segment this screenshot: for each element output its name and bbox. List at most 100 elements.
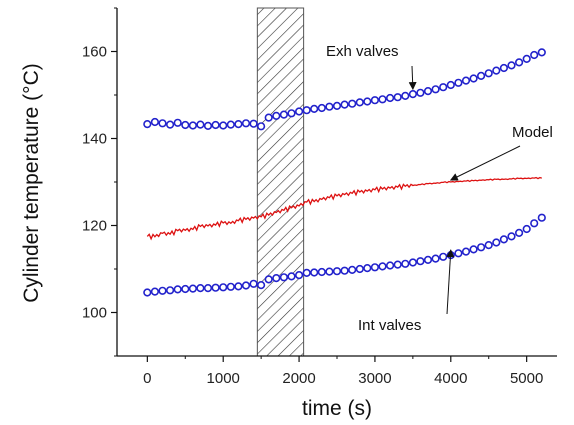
x-tick-label: 4000: [434, 370, 467, 387]
exh-valves-point: [311, 106, 318, 113]
exh-valves-point: [531, 52, 538, 59]
exh-valves-point: [265, 114, 272, 121]
exh-valves-point: [493, 67, 500, 74]
int-valves-point: [265, 276, 272, 283]
exh-valves-point: [296, 108, 303, 115]
series-exh-valves: [144, 49, 545, 130]
exh-valves-point: [417, 90, 424, 97]
x-tick-label: 2000: [282, 370, 315, 387]
exh-valves-point: [357, 99, 364, 106]
int-valves-point: [478, 244, 485, 251]
int-valves-point: [144, 289, 151, 296]
int-valves-point: [212, 284, 219, 291]
exh-valves-point: [478, 73, 485, 80]
exh-valves-point: [485, 70, 492, 77]
int-valves-point: [182, 286, 189, 293]
exh-valves-point: [470, 75, 477, 82]
exh-valves-point: [387, 95, 394, 102]
exh-valves-point: [448, 82, 455, 89]
annotation-arrow-exh-valves: [412, 66, 413, 89]
annotation-int-valves: Int valves: [358, 317, 421, 334]
int-valves-point: [470, 246, 477, 253]
exh-valves-point: [190, 122, 197, 129]
exh-valves-point: [281, 111, 288, 118]
exh-valves-point: [235, 121, 242, 128]
int-valves-point: [303, 270, 310, 277]
int-valves-point: [152, 288, 159, 295]
exh-valves-point: [508, 62, 515, 69]
exh-valves-point: [228, 121, 235, 128]
y-tick-label: 160: [82, 44, 107, 61]
exh-valves-point: [303, 107, 310, 114]
x-tick-label: 5000: [510, 370, 543, 387]
int-valves-point: [281, 274, 288, 281]
exh-valves-point: [523, 56, 530, 63]
int-valves-point: [501, 236, 508, 243]
annotation-exh-valves: Exh valves: [326, 43, 399, 60]
exh-valves-point: [220, 122, 227, 129]
plot-series: [144, 49, 545, 296]
int-valves-point: [493, 239, 500, 246]
int-valves-point: [167, 287, 174, 294]
annotation-model: Model: [512, 124, 553, 141]
exh-valves-point: [341, 101, 348, 108]
int-valves-point: [311, 269, 318, 276]
int-valves-point: [379, 263, 386, 270]
int-valves-point: [220, 284, 227, 291]
exh-valves-point: [144, 121, 151, 128]
int-valves-point: [190, 285, 197, 292]
exh-valves-point: [326, 103, 333, 110]
int-valves-point: [334, 268, 341, 275]
annotation-arrow-int-valves: [447, 250, 451, 314]
int-valves-point: [508, 233, 515, 240]
y-axis-title: Cylinder temperature (°C): [20, 63, 43, 302]
int-valves-point: [296, 272, 303, 279]
int-valves-point: [159, 288, 166, 295]
int-valves-point: [394, 261, 401, 268]
exh-valves-point: [349, 100, 356, 107]
int-valves-point: [523, 226, 530, 233]
int-valves-point: [455, 250, 462, 257]
int-valves-point: [372, 264, 379, 271]
int-valves-point: [228, 284, 235, 291]
shaded-region: [257, 8, 303, 356]
exh-valves-point: [243, 120, 250, 127]
series-model: [147, 178, 542, 239]
exh-valves-point: [159, 120, 166, 127]
int-valves-point: [531, 220, 538, 227]
int-valves-point: [197, 285, 204, 292]
exh-valves-point: [402, 93, 409, 100]
exh-valves-point: [394, 94, 401, 101]
y-tick-label: 100: [82, 305, 107, 322]
exh-valves-point: [410, 91, 417, 98]
int-valves-point: [349, 267, 356, 274]
exh-valves-point: [182, 122, 189, 129]
exh-valves-point: [455, 80, 462, 87]
int-valves-point: [250, 281, 257, 288]
int-valves-point: [326, 268, 333, 275]
exh-valves-point: [364, 98, 371, 105]
int-valves-point: [425, 257, 432, 264]
int-valves-point: [364, 265, 371, 272]
int-valves-point: [485, 242, 492, 249]
exh-valves-point: [379, 96, 386, 103]
exh-valves-point: [288, 110, 295, 117]
int-valves-point: [258, 282, 265, 289]
exh-valves-point: [174, 120, 181, 127]
x-tick-label: 3000: [358, 370, 391, 387]
x-axis-title: time (s): [302, 397, 372, 420]
exh-valves-point: [197, 121, 204, 128]
int-valves-point: [319, 269, 326, 276]
int-valves-point: [288, 273, 295, 280]
int-valves-point: [387, 262, 394, 269]
int-valves-point: [341, 267, 348, 274]
exh-valves-point: [501, 65, 508, 72]
int-valves-point: [235, 283, 242, 290]
int-valves-point: [440, 253, 447, 260]
exh-valves-point: [205, 123, 212, 130]
int-valves-point: [174, 286, 181, 293]
exh-valves-point: [539, 49, 546, 56]
x-tick-label: 1000: [207, 370, 240, 387]
int-valves-point: [273, 275, 280, 282]
